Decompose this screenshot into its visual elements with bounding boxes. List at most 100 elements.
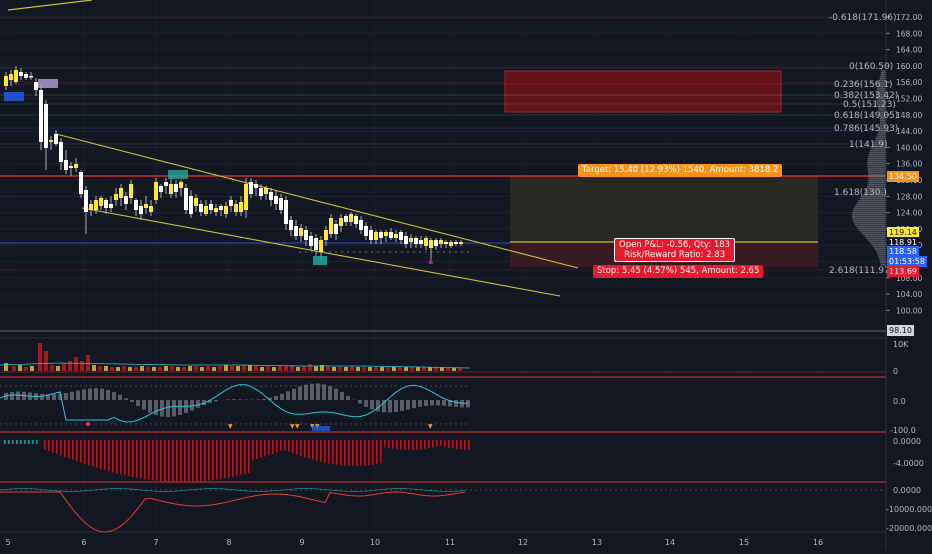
candle-body[interactable] <box>154 182 158 200</box>
candle-body[interactable] <box>79 172 83 194</box>
candle-body[interactable] <box>129 184 133 198</box>
candle-body[interactable] <box>4 76 8 86</box>
candle-body[interactable] <box>239 202 243 212</box>
candle-body[interactable] <box>399 232 403 240</box>
candle-body[interactable] <box>429 240 433 248</box>
candle-body[interactable] <box>359 220 363 230</box>
candle-body[interactable] <box>349 214 353 222</box>
candle-body[interactable] <box>29 76 33 78</box>
candle-body[interactable] <box>339 218 343 226</box>
time-tick-label: 11 <box>445 538 455 547</box>
candle-body[interactable] <box>419 240 423 244</box>
candle-body[interactable] <box>234 204 238 212</box>
candle-body[interactable] <box>379 232 383 238</box>
candle-body[interactable] <box>104 200 108 208</box>
candle-body[interactable] <box>454 242 458 244</box>
candle-body[interactable] <box>279 198 283 210</box>
candle-body[interactable] <box>274 196 278 204</box>
candle-body[interactable] <box>74 164 78 168</box>
candle-body[interactable] <box>209 204 213 210</box>
candle-body[interactable] <box>439 240 443 244</box>
candle-body[interactable] <box>219 206 223 210</box>
candle-body[interactable] <box>204 206 208 214</box>
candle-body[interactable] <box>54 134 58 144</box>
candle-body[interactable] <box>89 204 93 210</box>
candle-body[interactable] <box>409 238 413 242</box>
candle-body[interactable] <box>199 204 203 212</box>
candle-body[interactable] <box>269 192 273 200</box>
candle-body[interactable] <box>169 184 173 194</box>
candle-body[interactable] <box>124 196 128 204</box>
candle-body[interactable] <box>369 230 373 240</box>
candle-body[interactable] <box>164 182 168 186</box>
candle-body[interactable] <box>69 166 73 168</box>
candle-body[interactable] <box>64 160 68 170</box>
candle-body[interactable] <box>319 240 323 252</box>
candle-body[interactable] <box>229 200 233 206</box>
candle-body[interactable] <box>194 198 198 206</box>
candle-body[interactable] <box>44 104 48 148</box>
candle-body[interactable] <box>254 184 258 188</box>
candle-body[interactable] <box>304 230 308 240</box>
stop-label[interactable]: Stop: 5.45 (4.57%) 545, Amount: 2.65 <box>593 265 763 278</box>
candle-body[interactable] <box>119 188 123 198</box>
candle-body[interactable] <box>294 226 298 236</box>
candle-body[interactable] <box>414 238 418 244</box>
candle-body[interactable] <box>449 242 453 246</box>
candle-body[interactable] <box>149 206 153 212</box>
candle-body[interactable] <box>424 238 428 246</box>
candle-body[interactable] <box>19 72 23 76</box>
candle-body[interactable] <box>59 142 63 162</box>
candle-body[interactable] <box>384 232 388 236</box>
candle-body[interactable] <box>94 200 98 210</box>
candle-body[interactable] <box>159 186 163 192</box>
candle-body[interactable] <box>434 240 438 246</box>
candle-body[interactable] <box>184 188 188 210</box>
candle-body[interactable] <box>189 196 193 214</box>
candle-body[interactable] <box>109 204 113 208</box>
candle-body[interactable] <box>14 70 18 82</box>
candle-body[interactable] <box>299 228 303 236</box>
candle-body[interactable] <box>459 242 463 244</box>
candle-body[interactable] <box>334 224 338 234</box>
candle-body[interactable] <box>24 74 28 78</box>
candle-body[interactable] <box>174 184 178 192</box>
candle-body[interactable] <box>139 206 143 214</box>
candle-body[interactable] <box>134 200 138 210</box>
candle-body[interactable] <box>224 206 228 214</box>
candle-body[interactable] <box>374 232 378 240</box>
profit-zone[interactable] <box>510 176 818 242</box>
candle-body[interactable] <box>39 90 43 142</box>
candle-body[interactable] <box>244 184 248 210</box>
candle-body[interactable] <box>99 198 103 206</box>
candle-body[interactable] <box>49 140 53 142</box>
target-label[interactable]: Target: 15.40 (12.93%) 1540, Amount: 381… <box>578 164 782 177</box>
candle-body[interactable] <box>9 74 13 80</box>
candle-body[interactable] <box>84 190 88 212</box>
candle-body[interactable] <box>144 204 148 208</box>
candle-body[interactable] <box>444 242 448 244</box>
candle-body[interactable] <box>309 236 313 246</box>
candle-body[interactable] <box>264 188 268 194</box>
candle-body[interactable] <box>34 82 38 90</box>
candle-body[interactable] <box>364 226 368 236</box>
candle-body[interactable] <box>329 218 333 234</box>
candle-body[interactable] <box>214 208 218 212</box>
candle-body[interactable] <box>179 182 183 188</box>
supply-zone-rectangle[interactable] <box>505 71 781 112</box>
candle-body[interactable] <box>324 230 328 240</box>
candle-body[interactable] <box>354 216 358 224</box>
candle-body[interactable] <box>114 194 118 200</box>
candle-body[interactable] <box>289 220 293 230</box>
open-pl-label[interactable]: Open P&L: -0.56, Qty: 183 Risk/Reward Ra… <box>614 238 735 262</box>
candle-body[interactable] <box>284 200 288 224</box>
candle-body[interactable] <box>394 234 398 238</box>
candle-body[interactable] <box>249 182 253 194</box>
candle-body[interactable] <box>389 232 393 238</box>
candle-body[interactable] <box>259 188 263 196</box>
candle-body[interactable] <box>404 236 408 244</box>
candle-body[interactable] <box>344 216 348 222</box>
candle-body[interactable] <box>314 238 318 250</box>
